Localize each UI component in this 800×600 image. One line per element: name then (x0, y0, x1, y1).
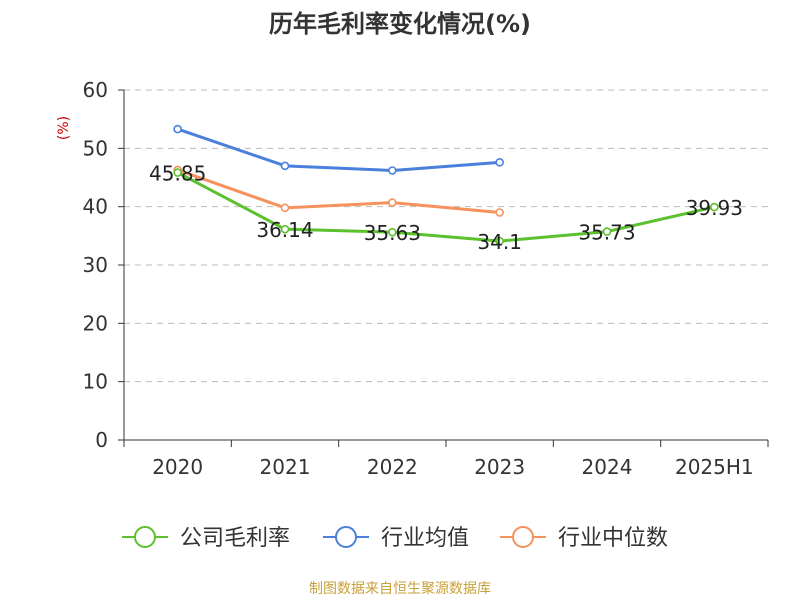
data-label: 35.73 (578, 221, 635, 245)
data-point (495, 208, 504, 217)
legend: 公司毛利率 行业均值 行业中位数 (122, 526, 668, 551)
x-tick-label: 2021 (260, 455, 311, 479)
data-point (710, 202, 719, 212)
y-tick-label: 60 (83, 78, 108, 102)
legend-marker (512, 526, 534, 548)
y-tick-label: 30 (83, 253, 108, 277)
legend-label: 公司毛利率 (180, 526, 290, 551)
data-label: 45.85 (149, 162, 206, 186)
data-point (173, 124, 182, 134)
data-point (388, 166, 397, 175)
data-point (280, 224, 290, 234)
legend-marker (134, 526, 156, 548)
data-label: 36.14 (256, 218, 313, 242)
series-line-0 (176, 171, 715, 243)
series-line-2 (177, 168, 500, 214)
y-tick-label: 0 (95, 428, 108, 452)
y-tick-label: 10 (83, 370, 108, 394)
data-point (280, 161, 290, 171)
series-group (173, 124, 719, 246)
data-point (280, 203, 290, 213)
x-tick-label: 2020 (152, 455, 203, 479)
axes: 0 10 20 30 40 50 60 2020 2021 2022 2023 2024 2025H1 (83, 78, 769, 479)
series-line-1 (177, 127, 500, 172)
data-labels: 45.85 36.14 35.63 34.1 35.73 39.93 (149, 162, 743, 255)
data-label: 39.93 (686, 196, 743, 220)
y-tick-label: 40 (83, 195, 108, 219)
data-label: 35.63 (364, 221, 421, 245)
source-note: 制图数据来自恒生聚源数据库 (309, 581, 491, 597)
legend-label: 行业均值 (381, 526, 469, 551)
y-axis-label: (%) (56, 116, 72, 140)
data-point (388, 227, 397, 237)
legend-label: 行业中位数 (558, 526, 668, 551)
legend-marker (335, 526, 357, 548)
x-tick-label: 2025H1 (675, 455, 754, 479)
data-point (388, 198, 397, 207)
chart-title: 历年毛利率变化情况(%) (269, 10, 531, 38)
data-point (602, 227, 612, 236)
data-point (173, 168, 182, 177)
data-point (495, 158, 504, 167)
data-point (495, 236, 504, 246)
x-tick-label: 2022 (367, 455, 418, 479)
x-tick-label: 2024 (582, 455, 633, 479)
y-tick-label: 20 (83, 311, 108, 335)
x-tick-label: 2023 (474, 455, 525, 479)
data-label: 34.1 (477, 230, 522, 254)
y-tick-label: 50 (83, 136, 108, 160)
